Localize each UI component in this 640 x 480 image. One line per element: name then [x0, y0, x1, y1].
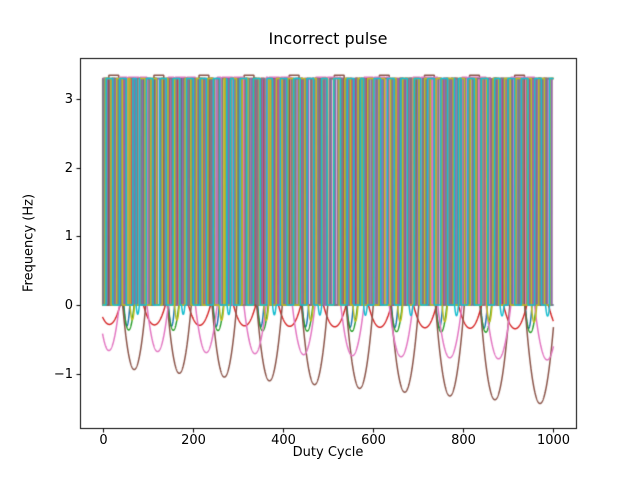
y-tick-label: 0: [64, 297, 73, 313]
x-tick-label: 400: [271, 433, 296, 448]
x-axis-title: Duty Cycle: [292, 445, 364, 460]
x-tick-label: 0: [99, 433, 108, 448]
x-tick-label: 1000: [536, 433, 571, 448]
y-tick-label: 3: [64, 91, 73, 107]
x-tick-label: 200: [181, 433, 206, 448]
y-tick-label: 1: [64, 228, 73, 244]
chart-title: Incorrect pulse: [268, 29, 388, 48]
y-tick-label: −1: [53, 366, 73, 382]
y-tick-label: 2: [64, 160, 73, 176]
x-tick-label: 600: [361, 433, 386, 448]
x-tick-label: 800: [451, 433, 476, 448]
